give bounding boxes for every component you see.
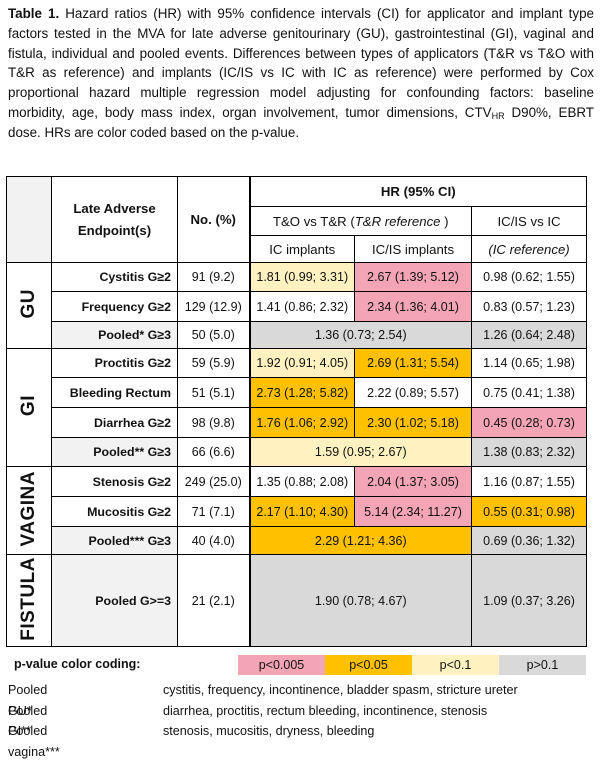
hr-stenosis-icis-vs-ic: 1.16 (0.87; 1.55) — [470, 466, 588, 497]
hr-pooled-fistula-merged: 1.90 (0.78; 4.67) — [248, 554, 472, 647]
endpoint-bleeding-rectum: Bleeding Rectum — [51, 377, 178, 408]
caption-subscript: HR — [491, 110, 505, 121]
corner-cell — [6, 176, 52, 263]
group-gu: GU — [6, 262, 52, 349]
legend-swatch-p-gt-01: p>0.1 — [499, 655, 586, 675]
legend-label: p-value color coding: — [14, 657, 141, 671]
endpoint-mucositis: Mucositis G≥2 — [51, 496, 178, 527]
header-icis-vs-ic: IC/IS vs IC — [470, 206, 588, 236]
no-pooled-gu: 50 (5.0) — [177, 321, 250, 349]
hr-proctitis-icis-vs-ic: 1.14 (0.65; 1.98) — [470, 348, 588, 378]
hr-bleeding-icis-vs-ic: 0.75 (0.41; 1.38) — [470, 377, 588, 408]
hr-pooled-gi-icis-vs-ic: 1.38 (0.83; 2.32) — [470, 437, 588, 467]
hr-proctitis-ic: 1.92 (0.91; 4.05) — [248, 348, 355, 378]
header-to-suffix: ) — [440, 213, 449, 229]
no-cystitis: 91 (9.2) — [177, 262, 250, 292]
header-endpoint: Late Adverse Endpoint(s) — [51, 176, 178, 263]
endpoint-cystitis: Cystitis G≥2 — [51, 262, 178, 292]
footnote-key: Pooled GU* — [8, 683, 48, 718]
hr-pooled-gi-merged: 1.59 (0.95; 2.67) — [248, 437, 472, 467]
caption-label: Table 1. — [8, 6, 60, 21]
hr-stenosis-ic: 1.35 (0.88; 2.08) — [248, 466, 355, 497]
group-fistula-label: FISTULA — [18, 557, 39, 641]
no-proctitis: 59 (5.9) — [177, 348, 250, 378]
no-diarrhea: 98 (9.8) — [177, 407, 250, 438]
caption-text: Hazard ratios (HR) with 95% confidence i… — [8, 6, 594, 120]
hr-cystitis-icis: 2.67 (1.39; 5.12) — [354, 262, 472, 292]
hr-mucositis-icis-vs-ic: 0.55 (0.31; 0.98) — [470, 496, 588, 527]
footnote-key: Pooled vagina*** — [8, 724, 60, 759]
hr-cystitis-ic: 1.81 (0.99; 3.31) — [248, 262, 355, 292]
no-bleeding-rectum: 51 (5.1) — [177, 377, 250, 408]
hr-pooled-vagina-merged: 2.29 (1.21; 4.36) — [248, 526, 472, 555]
no-pooled-gi: 66 (6.6) — [177, 437, 250, 467]
group-gu-label: GU — [18, 289, 39, 319]
no-pooled-vagina: 40 (4.0) — [177, 526, 250, 555]
hr-diarrhea-ic: 1.76 (1.06; 2.92) — [248, 407, 355, 438]
endpoint-pooled-fistula: Pooled G>=3 — [51, 554, 178, 647]
no-pooled-fistula: 21 (2.1) — [177, 554, 250, 647]
hr-pooled-vagina-icis-vs-ic: 0.69 (0.36; 1.32) — [470, 526, 588, 555]
header-number: No. (%) — [177, 176, 250, 263]
endpoint-diarrhea: Diarrhea G≥2 — [51, 407, 178, 438]
legend-swatch-p-lt-01: p<0.1 — [412, 655, 499, 675]
endpoint-pooled-gu: Pooled* G≥3 — [51, 321, 178, 349]
group-vagina-label: VAGINA — [18, 471, 39, 547]
hr-mucositis-ic: 2.17 (1.10; 4.30) — [248, 496, 355, 527]
endpoint-pooled-gi: Pooled** G≥3 — [51, 437, 178, 467]
hr-frequency-icis: 2.34 (1.36; 4.01) — [354, 291, 472, 322]
hr-cystitis-icis-vs-ic: 0.98 (0.62; 1.55) — [470, 262, 588, 292]
footnote-value: cystitis, frequency, incontinence, bladd… — [163, 683, 518, 697]
hr-mucositis-icis: 5.14 (2.34; 11.27) — [354, 496, 472, 527]
no-frequency: 129 (12.9) — [177, 291, 250, 322]
header-tr-reference: T&R reference — [354, 213, 441, 229]
group-gi: GI — [6, 348, 52, 467]
group-fistula: FISTULA — [6, 554, 52, 647]
hr-bleeding-ic: 2.73 (1.28; 5.82) — [248, 377, 355, 408]
header-ic-reference: (IC reference) — [470, 235, 588, 263]
group-gi-label: GI — [18, 395, 39, 417]
table-caption: Table 1. Hazard ratios (HR) with 95% con… — [8, 4, 594, 143]
hr-pooled-fistula-icis-vs-ic: 1.09 (0.37; 3.26) — [470, 554, 588, 647]
header-to-prefix: T&O vs T&R ( — [272, 213, 355, 229]
hr-diarrhea-icis-vs-ic: 0.45 (0.28; 0.73) — [470, 407, 588, 438]
footnote-value: diarrhea, proctitis, rectum bleeding, in… — [163, 703, 488, 718]
legend-swatch-p-lt-005: p<0.05 — [325, 655, 412, 675]
no-mucositis: 71 (7.1) — [177, 496, 250, 527]
footnote-key: Pooled GI** — [8, 703, 48, 739]
endpoint-pooled-vagina: Pooled*** G≥3 — [51, 526, 178, 555]
endpoint-proctitis: Proctitis G≥2 — [51, 348, 178, 378]
header-icis-implants: IC/IS implants — [354, 235, 472, 263]
hr-frequency-ic: 1.41 (0.86; 2.32) — [248, 291, 355, 322]
caption-text-end: D90%, EBRT dose. HRs are color coded bas… — [8, 104, 594, 140]
header-hr: HR (95% CI) — [248, 176, 588, 207]
endpoint-frequency: Frequency G≥2 — [51, 291, 178, 322]
hr-stenosis-icis: 2.04 (1.37; 3.05) — [354, 466, 472, 497]
group-vagina: VAGINA — [6, 466, 52, 555]
p-value-legend: p-value color coding: p<0.005 p<0.05 p<0… — [6, 655, 586, 675]
endpoint-stenosis: Stenosis G≥2 — [51, 466, 178, 497]
hazard-ratio-table: Late Adverse Endpoint(s) No. (%) HR (95%… — [6, 176, 588, 647]
hr-diarrhea-icis: 2.30 (1.02; 5.18) — [354, 407, 472, 438]
header-to-vs-tr: T&O vs T&R (T&R reference ) — [248, 206, 472, 236]
legend-swatch-p-lt-0005: p<0.005 — [238, 655, 325, 675]
hr-frequency-icis-vs-ic: 0.83 (0.57; 1.23) — [470, 291, 588, 322]
hr-pooled-gu-icis-vs-ic: 1.26 (0.64; 2.48) — [470, 321, 588, 349]
hr-pooled-gu-merged: 1.36 (0.73; 2.54) — [248, 321, 472, 349]
hr-proctitis-icis: 2.69 (1.31; 5.54) — [354, 348, 472, 378]
footnote-value: stenosis, mucositis, dryness, bleeding — [163, 724, 375, 738]
no-stenosis: 249 (25.0) — [177, 466, 250, 497]
header-ic-implants: IC implants — [248, 235, 355, 263]
hr-bleeding-icis: 2.22 (0.89; 5.57) — [354, 377, 472, 408]
